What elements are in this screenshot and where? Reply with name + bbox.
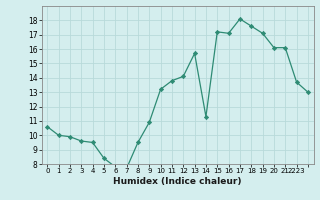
X-axis label: Humidex (Indice chaleur): Humidex (Indice chaleur) xyxy=(113,177,242,186)
